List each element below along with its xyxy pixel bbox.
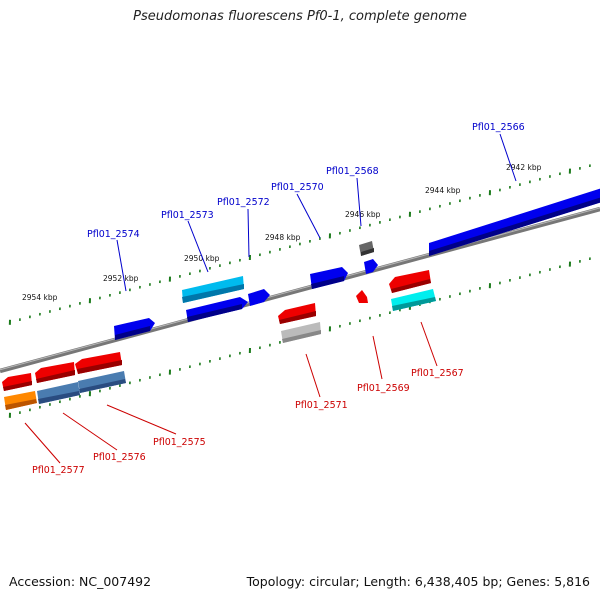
gene-pfl01-2567-shade [392, 297, 436, 311]
leader-pfl01-2575 [106, 404, 177, 435]
leader-pfl01-2577 [24, 422, 61, 464]
label-pfl01-2575[interactable]: Pfl01_2575 [153, 437, 206, 448]
label-pfl01-2570[interactable]: Pfl01_2570 [271, 182, 324, 193]
gene-pfl01-2571-shade [282, 330, 321, 343]
tick-label-2942: 2942 kbp [506, 163, 542, 172]
label-pfl01-2577[interactable]: Pfl01_2577 [32, 465, 85, 476]
label-pfl01-2567[interactable]: Pfl01_2567 [411, 368, 464, 379]
gene-pfl01-2577b-shade [3, 381, 32, 391]
leader-pfl01-2569 [372, 335, 383, 380]
reverse-tick-track [8, 257, 591, 418]
gene-pfl01-2570-shade [311, 276, 344, 289]
label-pfl01-2574[interactable]: Pfl01_2574 [87, 229, 140, 240]
leader-pfl01-2566 [499, 133, 517, 182]
gene-pfl01-2573-shade [182, 284, 244, 303]
gene-pfl01-2567b-shade [391, 279, 431, 293]
genome-backbone [0, 206, 600, 374]
leader-pfl01-2573 [187, 220, 209, 273]
forward-tick-track [8, 164, 591, 325]
tick-label-2954: 2954 kbp [22, 293, 58, 302]
tick-label-2946: 2946 kbp [345, 210, 381, 219]
leader-pfl01-2570 [296, 193, 321, 239]
label-pfl01-2566[interactable]: Pfl01_2566 [472, 122, 525, 133]
tick-label-2950: 2950 kbp [184, 254, 220, 263]
coordinate-labels: 2942 kbp 2944 kbp 2946 kbp 2948 kbp 2950… [22, 163, 542, 302]
gene-pfl01-2574-shade [115, 326, 150, 340]
gene-pfl01-2577-shade [5, 399, 37, 410]
accession-text: Accession: NC_007492 [9, 574, 152, 589]
map-title: Pseudomonas fluorescens Pf0-1, complete … [133, 9, 467, 24]
forward-strand [114, 188, 600, 340]
tick-label-2948: 2948 kbp [265, 233, 301, 242]
gene-pfl01-2576b-shade [36, 370, 75, 383]
gene-pfl01-2568-shade [361, 248, 374, 256]
gene-pfl01-2575b-shade [77, 360, 122, 374]
leader-pfl01-2568 [356, 177, 362, 227]
reverse-strand [2, 270, 436, 410]
label-pfl01-2576[interactable]: Pfl01_2576 [93, 452, 146, 463]
tick-label-2944: 2944 kbp [425, 186, 461, 195]
genome-backbone-highlight [0, 207, 600, 371]
gene-pfl01-2568b[interactable] [364, 259, 378, 274]
gene-pfl01-2576-shade [38, 391, 80, 404]
gene-pfl01-2572[interactable] [248, 289, 270, 306]
gene-pfl01-2569[interactable] [356, 290, 368, 303]
leader-pfl01-2572 [247, 208, 250, 258]
leader-pfl01-2567 [420, 321, 438, 367]
leader-pfl01-2571 [305, 353, 321, 398]
tick-label-2952: 2952 kbp [103, 274, 139, 283]
label-pfl01-2573[interactable]: Pfl01_2573 [161, 210, 214, 221]
label-pfl01-2572[interactable]: Pfl01_2572 [217, 197, 270, 208]
gene-pfl01-2566-shade [429, 197, 600, 256]
gene-pfl01-2571b-shade [279, 311, 316, 324]
reverse-gene-labels: Pfl01_2567 Pfl01_2569 Pfl01_2571 Pfl01_2… [24, 321, 464, 476]
gene-pfl01-2575-shade [79, 379, 126, 393]
leader-pfl01-2576 [62, 412, 118, 451]
leader-pfl01-2574 [116, 239, 127, 292]
label-pfl01-2569[interactable]: Pfl01_2569 [357, 383, 410, 394]
label-pfl01-2571[interactable]: Pfl01_2571 [295, 400, 348, 411]
gene-pfl01-2573b-shade [187, 304, 242, 322]
label-pfl01-2568[interactable]: Pfl01_2568 [326, 166, 379, 177]
forward-gene-labels: Pfl01_2566 Pfl01_2568 Pfl01_2570 Pfl01_2… [87, 122, 525, 292]
genome-stats-text: Topology: circular; Length: 6,438,405 bp… [246, 574, 590, 589]
